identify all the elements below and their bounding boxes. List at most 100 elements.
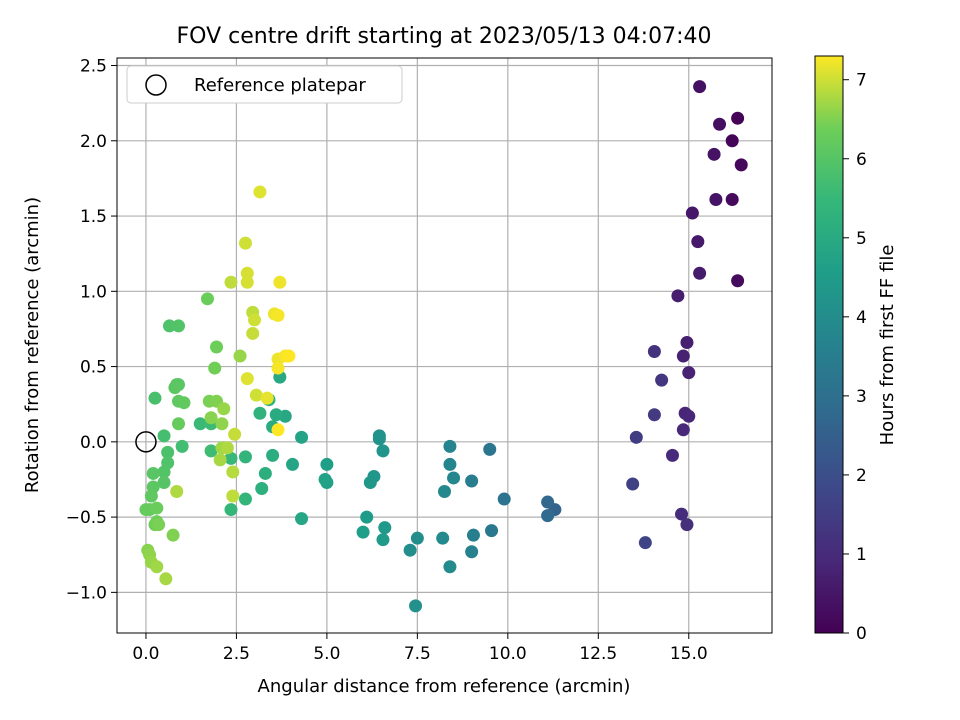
data-point (713, 117, 727, 131)
data-point (676, 349, 690, 363)
y-ticks: −1.0 −0.5 0.0 0.5 1.0 1.5 2.0 2.5 (66, 57, 117, 603)
y-tick-label: 0.5 (80, 358, 107, 378)
y-tick-label: −0.5 (66, 508, 107, 528)
data-point (709, 192, 723, 206)
x-tick-label: 12.5 (579, 644, 617, 664)
data-point (224, 275, 238, 289)
data-point (693, 80, 707, 94)
data-point (465, 474, 479, 488)
data-point (146, 466, 160, 480)
x-tick-label: 7.5 (404, 644, 431, 664)
data-point (638, 536, 652, 550)
data-point (286, 457, 300, 471)
data-point (226, 465, 240, 479)
data-point (691, 235, 705, 249)
data-point (725, 134, 739, 148)
data-point (150, 560, 164, 574)
data-point (443, 439, 457, 453)
y-tick-label: 2.0 (80, 132, 107, 152)
legend-box (126, 65, 403, 104)
x-tick-label: 5.0 (313, 644, 340, 664)
data-point (734, 158, 748, 172)
data-points (135, 80, 748, 613)
data-point (295, 430, 309, 444)
x-tick-label: 0.0 (132, 644, 159, 664)
y-tick-label: −1.0 (66, 583, 107, 603)
data-point (168, 381, 182, 395)
data-point (497, 492, 511, 506)
colorbar-tick-label: 2 (856, 466, 867, 486)
colorbar-tick-label: 0 (856, 624, 867, 644)
data-point (378, 521, 392, 535)
data-point (238, 492, 252, 506)
x-axis-label: Angular distance from reference (arcmin) (258, 676, 631, 697)
data-point (731, 274, 745, 288)
data-point (356, 525, 370, 539)
data-point (224, 451, 238, 465)
colorbar-tick-label: 6 (856, 150, 867, 170)
data-point (224, 503, 238, 517)
data-point (213, 453, 227, 467)
data-point (647, 345, 661, 359)
data-point (647, 408, 661, 422)
data-point (193, 417, 207, 431)
data-point (238, 236, 252, 250)
data-point (541, 495, 555, 509)
data-point (240, 275, 254, 289)
data-point (215, 417, 229, 431)
data-point (443, 560, 457, 574)
data-point (318, 472, 332, 486)
data-point (465, 545, 479, 559)
data-point (655, 373, 669, 387)
legend: Reference platepar (126, 65, 403, 104)
data-point (271, 308, 285, 322)
data-point (157, 429, 171, 443)
colorbar-tick-label: 5 (856, 229, 867, 249)
data-point (376, 533, 390, 547)
data-point (172, 417, 186, 431)
data-point (240, 372, 254, 386)
data-point (139, 503, 153, 517)
data-point (217, 402, 231, 416)
colorbar-label: Hours from first FF file (877, 245, 898, 446)
data-point (485, 524, 499, 538)
data-point (295, 512, 309, 526)
data-point (676, 423, 690, 437)
colorbar-tick-label: 1 (856, 545, 867, 565)
data-point (403, 543, 417, 557)
grid-lines (117, 58, 772, 633)
data-point (273, 275, 287, 289)
data-point (157, 465, 171, 479)
data-point (363, 475, 377, 489)
data-point (148, 391, 162, 405)
data-point (228, 427, 242, 441)
data-point (372, 432, 386, 446)
data-point (271, 423, 285, 437)
data-point (150, 501, 164, 515)
data-point (220, 441, 234, 455)
data-point (675, 507, 689, 521)
plot-frame (116, 57, 773, 634)
x-tick-label: 10.0 (489, 644, 527, 664)
data-point (162, 319, 176, 333)
chart-title: FOV centre drift starting at 2023/05/13 … (177, 24, 712, 49)
data-point (144, 489, 158, 503)
data-point (541, 509, 555, 523)
data-point (447, 471, 461, 485)
data-point (680, 335, 694, 349)
data-point (248, 313, 262, 327)
data-point (626, 477, 640, 491)
data-point (409, 599, 423, 613)
data-point (161, 445, 175, 459)
data-point (175, 439, 189, 453)
data-point (438, 485, 451, 499)
data-point (204, 411, 218, 425)
data-point (483, 442, 497, 456)
legend-marker-icon (145, 74, 167, 96)
data-point (629, 430, 643, 444)
data-point (253, 185, 267, 199)
data-point (671, 289, 685, 303)
data-point (682, 366, 696, 380)
data-point (238, 450, 252, 464)
